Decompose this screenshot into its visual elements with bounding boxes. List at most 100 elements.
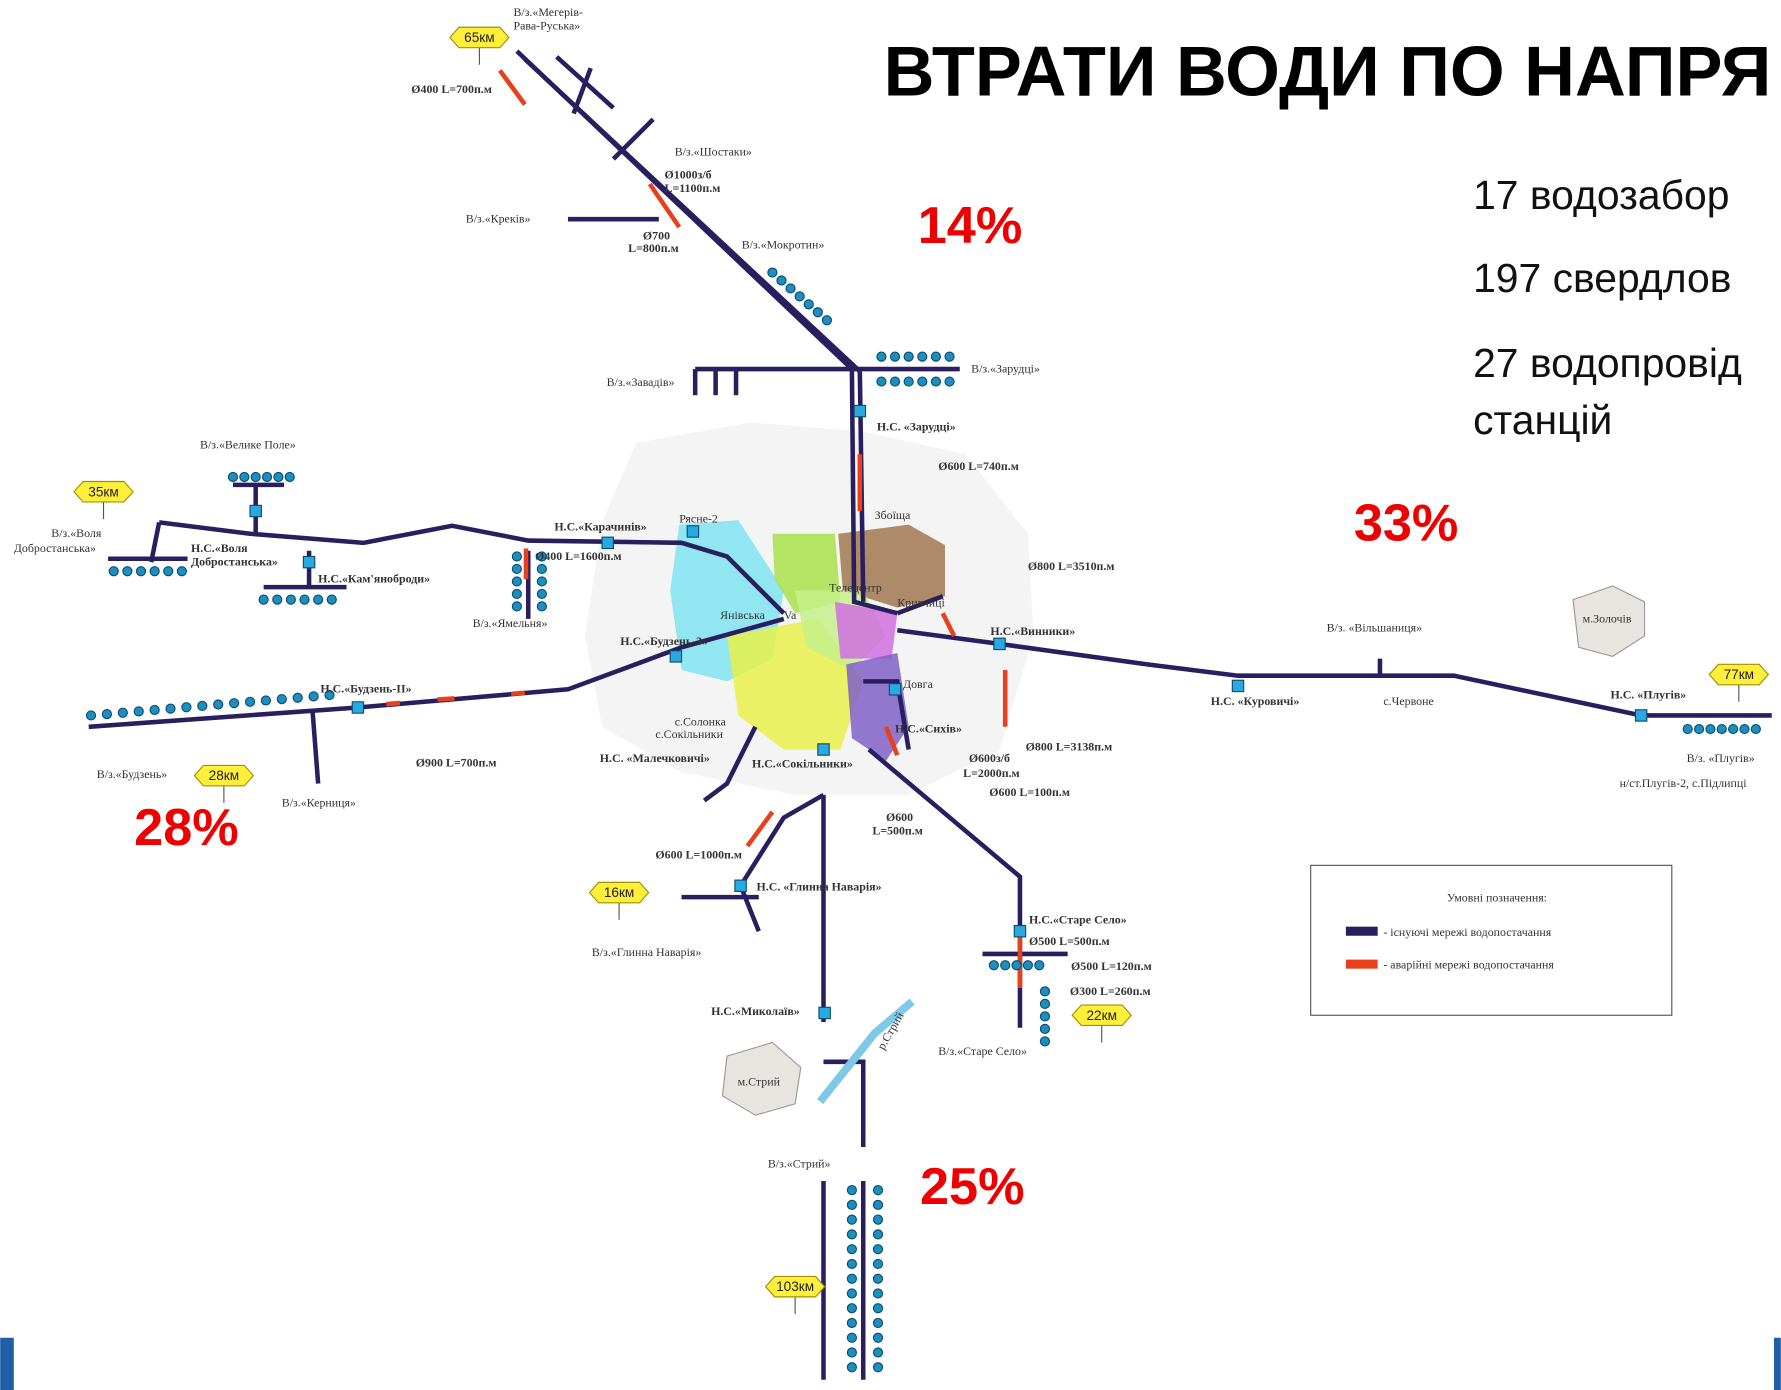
well [109, 567, 118, 576]
well [1023, 961, 1032, 970]
pipe-label: Ø600 L=740п.м [938, 459, 1019, 473]
pump-station [819, 1007, 830, 1018]
station-label: Н.С.«Сокільники» [752, 757, 853, 771]
place-label: Va [784, 608, 797, 622]
well [286, 595, 295, 604]
intake-label: В/з. «Вільшаниця» [1327, 620, 1423, 634]
corner-bar [0, 1338, 14, 1390]
fact: 197 свердлов [1473, 255, 1731, 301]
pump-station [687, 526, 698, 537]
well [847, 1245, 856, 1254]
well [182, 703, 191, 712]
legend-title: Умовні позначення: [1447, 891, 1547, 905]
pump-station [250, 505, 261, 516]
loss-percent: 25% [920, 1158, 1025, 1216]
pipe-label: Ø800 L=3510п.м [1028, 559, 1115, 573]
pipe-label: Ø600 L=1000п.м [655, 848, 742, 862]
well [512, 602, 521, 611]
well [877, 377, 886, 386]
pump-station [1635, 710, 1646, 721]
well [847, 1348, 856, 1357]
well [795, 292, 804, 301]
station-label: Н.С.«Сихів» [895, 721, 962, 735]
fact: 17 водозабор [1473, 172, 1729, 218]
well [847, 1200, 856, 1209]
well [1695, 725, 1704, 734]
emergency-pipe [511, 693, 525, 694]
well [274, 472, 283, 481]
distance-label: 65км [464, 30, 494, 45]
place-label: м.Золочів [1583, 611, 1632, 625]
well [259, 595, 268, 604]
well [847, 1230, 856, 1239]
station-label: Н.С. «Малечковичі» [600, 751, 710, 765]
loss-percent: 33% [1354, 495, 1459, 553]
distance-label: 16км [604, 885, 634, 900]
pipe-label: L=500п.м [872, 824, 923, 838]
pump-station [854, 405, 865, 416]
existing-pipe [151, 522, 159, 562]
well [277, 695, 286, 704]
well [873, 1186, 882, 1195]
pipe-label: Ø500 L=120п.м [1071, 959, 1152, 973]
well [813, 308, 822, 317]
well [847, 1333, 856, 1342]
well [314, 595, 323, 604]
well [240, 472, 249, 481]
place-label: Телецентр [829, 581, 882, 595]
well [873, 1363, 882, 1372]
place-label: с.Сокільники [655, 727, 723, 741]
distance-label: 22км [1086, 1008, 1116, 1023]
well [86, 711, 95, 720]
emergency-pipe [437, 698, 454, 699]
station-label: Н.С.«Винники» [990, 624, 1075, 638]
well [198, 701, 207, 710]
well [177, 567, 186, 576]
pump-station [352, 702, 363, 713]
pipe-label: L=800п.м [628, 241, 679, 255]
station-label: Н.С.«Карачинів» [554, 519, 646, 533]
intake-label: В/з.«Керниця» [282, 795, 356, 809]
well [822, 316, 831, 325]
intake-label: В/з.«Глинна Наварія» [592, 945, 702, 959]
well [1706, 725, 1715, 734]
well [945, 377, 954, 386]
legend-swatch [1346, 960, 1378, 969]
well [512, 552, 521, 561]
well [309, 692, 318, 701]
intake-label: В/з.«Велике Поле» [200, 438, 296, 452]
well [230, 699, 239, 708]
well [847, 1318, 856, 1327]
well [150, 705, 159, 714]
well [123, 567, 132, 576]
existing-pipe [613, 119, 653, 159]
well [804, 300, 813, 309]
pipe-label: Ø800 L=3138п.м [1026, 740, 1113, 754]
well [873, 1318, 882, 1327]
well [847, 1215, 856, 1224]
place-label: н/ст.Плугів-2, с.Підлипці [1620, 776, 1748, 790]
pipe-label: Ø900 L=700п.м [416, 756, 497, 770]
well [873, 1245, 882, 1254]
place-label: Рясне-2 [679, 511, 718, 525]
well [273, 595, 282, 604]
well [228, 472, 237, 481]
well [261, 696, 270, 705]
well [537, 577, 546, 586]
well [877, 352, 886, 361]
station-label: Н.С.«Будзень-ІІ» [320, 682, 411, 696]
well [1751, 725, 1760, 734]
well [873, 1333, 882, 1342]
intake-label: Рава-Руська» [513, 19, 580, 33]
well [102, 710, 111, 719]
well [327, 595, 336, 604]
page: ВТРАТИ ВОДИ ПО НАПРЯ 17 водозабор 197 све… [0, 0, 1781, 1390]
well [873, 1259, 882, 1268]
legend-item: - існуючі мережі водопостачання [1383, 925, 1551, 939]
loss-percent: 14% [918, 197, 1023, 255]
place-label: Збоїща [875, 508, 911, 522]
well [214, 700, 223, 709]
well [1035, 961, 1044, 970]
slide-title: ВТРАТИ ВОДИ ПО НАПРЯ [884, 31, 1772, 110]
well [285, 472, 294, 481]
